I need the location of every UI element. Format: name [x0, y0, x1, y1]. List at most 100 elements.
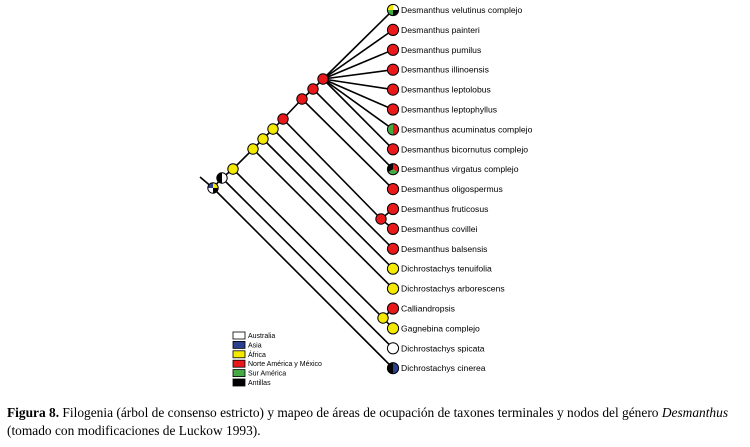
branch — [322, 78, 394, 91]
legend-label: Sur América — [248, 371, 286, 378]
legend-label: Australia — [248, 333, 275, 340]
legend-swatch — [232, 331, 246, 340]
taxon-19: Dichrostachys cinerea — [386, 362, 486, 375]
taxon-label: Desmanthus oligospermus — [401, 184, 503, 194]
taxon-8: Desmanthus bicornutus complejo — [386, 143, 528, 156]
branch — [282, 118, 382, 220]
legend-item: Asia — [232, 340, 262, 349]
legend-swatch — [232, 340, 246, 349]
legend-item: Antillas — [232, 378, 271, 387]
taxon-label: Desmanthus velutinus complejo — [401, 5, 523, 15]
branch — [322, 68, 394, 80]
taxon-area-marker — [386, 322, 400, 335]
taxon-5: Desmanthus leptolobus — [386, 83, 491, 96]
taxon-4: Desmanthus illinoensis — [386, 63, 489, 76]
taxon-area-marker — [386, 342, 400, 355]
taxon-7: Desmanthus acuminatus complejo — [386, 123, 533, 136]
node-n5 — [267, 123, 279, 135]
taxon-area-marker — [386, 83, 400, 96]
branch — [252, 148, 394, 290]
taxon-1: Desmanthus velutinus complejo — [386, 3, 523, 17]
node-root — [207, 182, 219, 194]
legend-item: África — [232, 350, 266, 359]
legend-item: Norte América y México — [232, 359, 322, 368]
taxon-label: Calliandropsis — [401, 304, 455, 314]
taxon-10: Desmanthus oligospermus — [386, 183, 503, 196]
node-n4 — [257, 133, 269, 145]
branch — [272, 128, 394, 250]
figure-caption: Figura 8. Filogenia (árbol de consenso e… — [7, 404, 747, 440]
taxon-label: Dichrostachys cinerea — [401, 363, 486, 373]
legend-item: Sur América — [232, 369, 286, 378]
branch — [221, 177, 394, 349]
node-n1 — [216, 172, 228, 184]
node-n8 — [307, 83, 319, 95]
branch — [312, 88, 394, 170]
taxon-area-marker — [386, 23, 400, 36]
taxon-area-marker — [386, 202, 400, 216]
taxon-12: Desmanthus covillei — [386, 222, 478, 235]
node-fcl — [375, 213, 387, 225]
legend-swatch — [232, 369, 246, 378]
taxon-label: Dichrostachys arborescens — [401, 284, 505, 294]
taxon-2: Desmanthus painteri — [386, 23, 480, 36]
legend-swatch — [232, 350, 246, 359]
branch — [322, 9, 394, 80]
taxon-label: Dichrostachys spicata — [401, 343, 485, 353]
taxon-18: Dichrostachys spicata — [386, 342, 485, 355]
taxon-area-marker — [386, 222, 400, 235]
taxon-label: Desmanthus virgatus complejo — [401, 164, 519, 174]
taxon-13: Desmanthus balsensis — [386, 242, 487, 255]
taxon-area-marker — [386, 163, 400, 176]
branch — [322, 49, 394, 80]
tree-branches — [199, 9, 394, 369]
taxon-area-marker — [386, 242, 400, 255]
taxon-area-marker — [386, 362, 400, 375]
taxon-14: Dichrostachys tenuifolia — [386, 262, 492, 275]
branch — [322, 78, 394, 131]
phylogenetic-tree: Desmanthus velutinus complejo Desmanthus … — [199, 3, 533, 387]
branch — [212, 187, 394, 369]
taxon-label: Desmanthus balsensis — [401, 244, 487, 254]
branch — [322, 78, 394, 150]
taxon-area-marker — [386, 3, 400, 17]
branch — [232, 168, 384, 319]
taxon-label: Desmanthus leptophyllus — [401, 105, 497, 115]
internal-nodes — [207, 73, 389, 324]
taxon-17: Gagnebina complejo — [386, 322, 480, 335]
taxon-label: Desmanthus acuminatus complejo — [401, 124, 533, 134]
taxon-area-marker — [386, 63, 400, 76]
taxon-9: Desmanthus virgatus complejo — [386, 163, 519, 176]
terminal-taxa: Desmanthus velutinus complejo Desmanthus … — [386, 3, 533, 375]
taxon-area-marker — [386, 123, 400, 136]
node-n7 — [296, 93, 308, 105]
caption-genus: Desmanthus — [661, 405, 729, 420]
node-n2 — [227, 163, 239, 175]
taxon-label: Desmanthus fruticosus — [401, 204, 488, 214]
taxon-6: Desmanthus leptophyllus — [386, 103, 497, 116]
branch — [322, 78, 394, 111]
node-cal — [377, 312, 389, 324]
taxon-area-marker — [386, 143, 400, 156]
caption-text: Filogenia (árbol de consenso estricto) y… — [59, 405, 662, 420]
taxon-area-marker — [386, 262, 400, 275]
legend-label: Asia — [248, 342, 262, 349]
branch — [262, 138, 394, 270]
legend-label: Norte América y México — [248, 361, 322, 368]
caption-label: Figura 8. — [7, 405, 60, 420]
legend-swatch — [232, 378, 246, 387]
taxon-label: Dichrostachys tenuifolia — [401, 264, 492, 274]
taxon-area-marker — [386, 282, 400, 295]
node-n3 — [247, 143, 259, 155]
node-n9 — [317, 73, 329, 85]
taxon-label: Desmanthus pumilus — [401, 45, 481, 55]
taxon-area-marker — [386, 103, 400, 116]
taxon-15: Dichrostachys arborescens — [386, 282, 505, 295]
taxon-label: Gagnebina complejo — [401, 323, 480, 333]
legend-item: Australia — [232, 331, 275, 340]
taxon-label: Desmanthus leptolobus — [401, 85, 491, 95]
taxon-area-marker — [386, 183, 400, 196]
taxon-area-marker — [386, 302, 400, 315]
branch — [301, 98, 394, 190]
